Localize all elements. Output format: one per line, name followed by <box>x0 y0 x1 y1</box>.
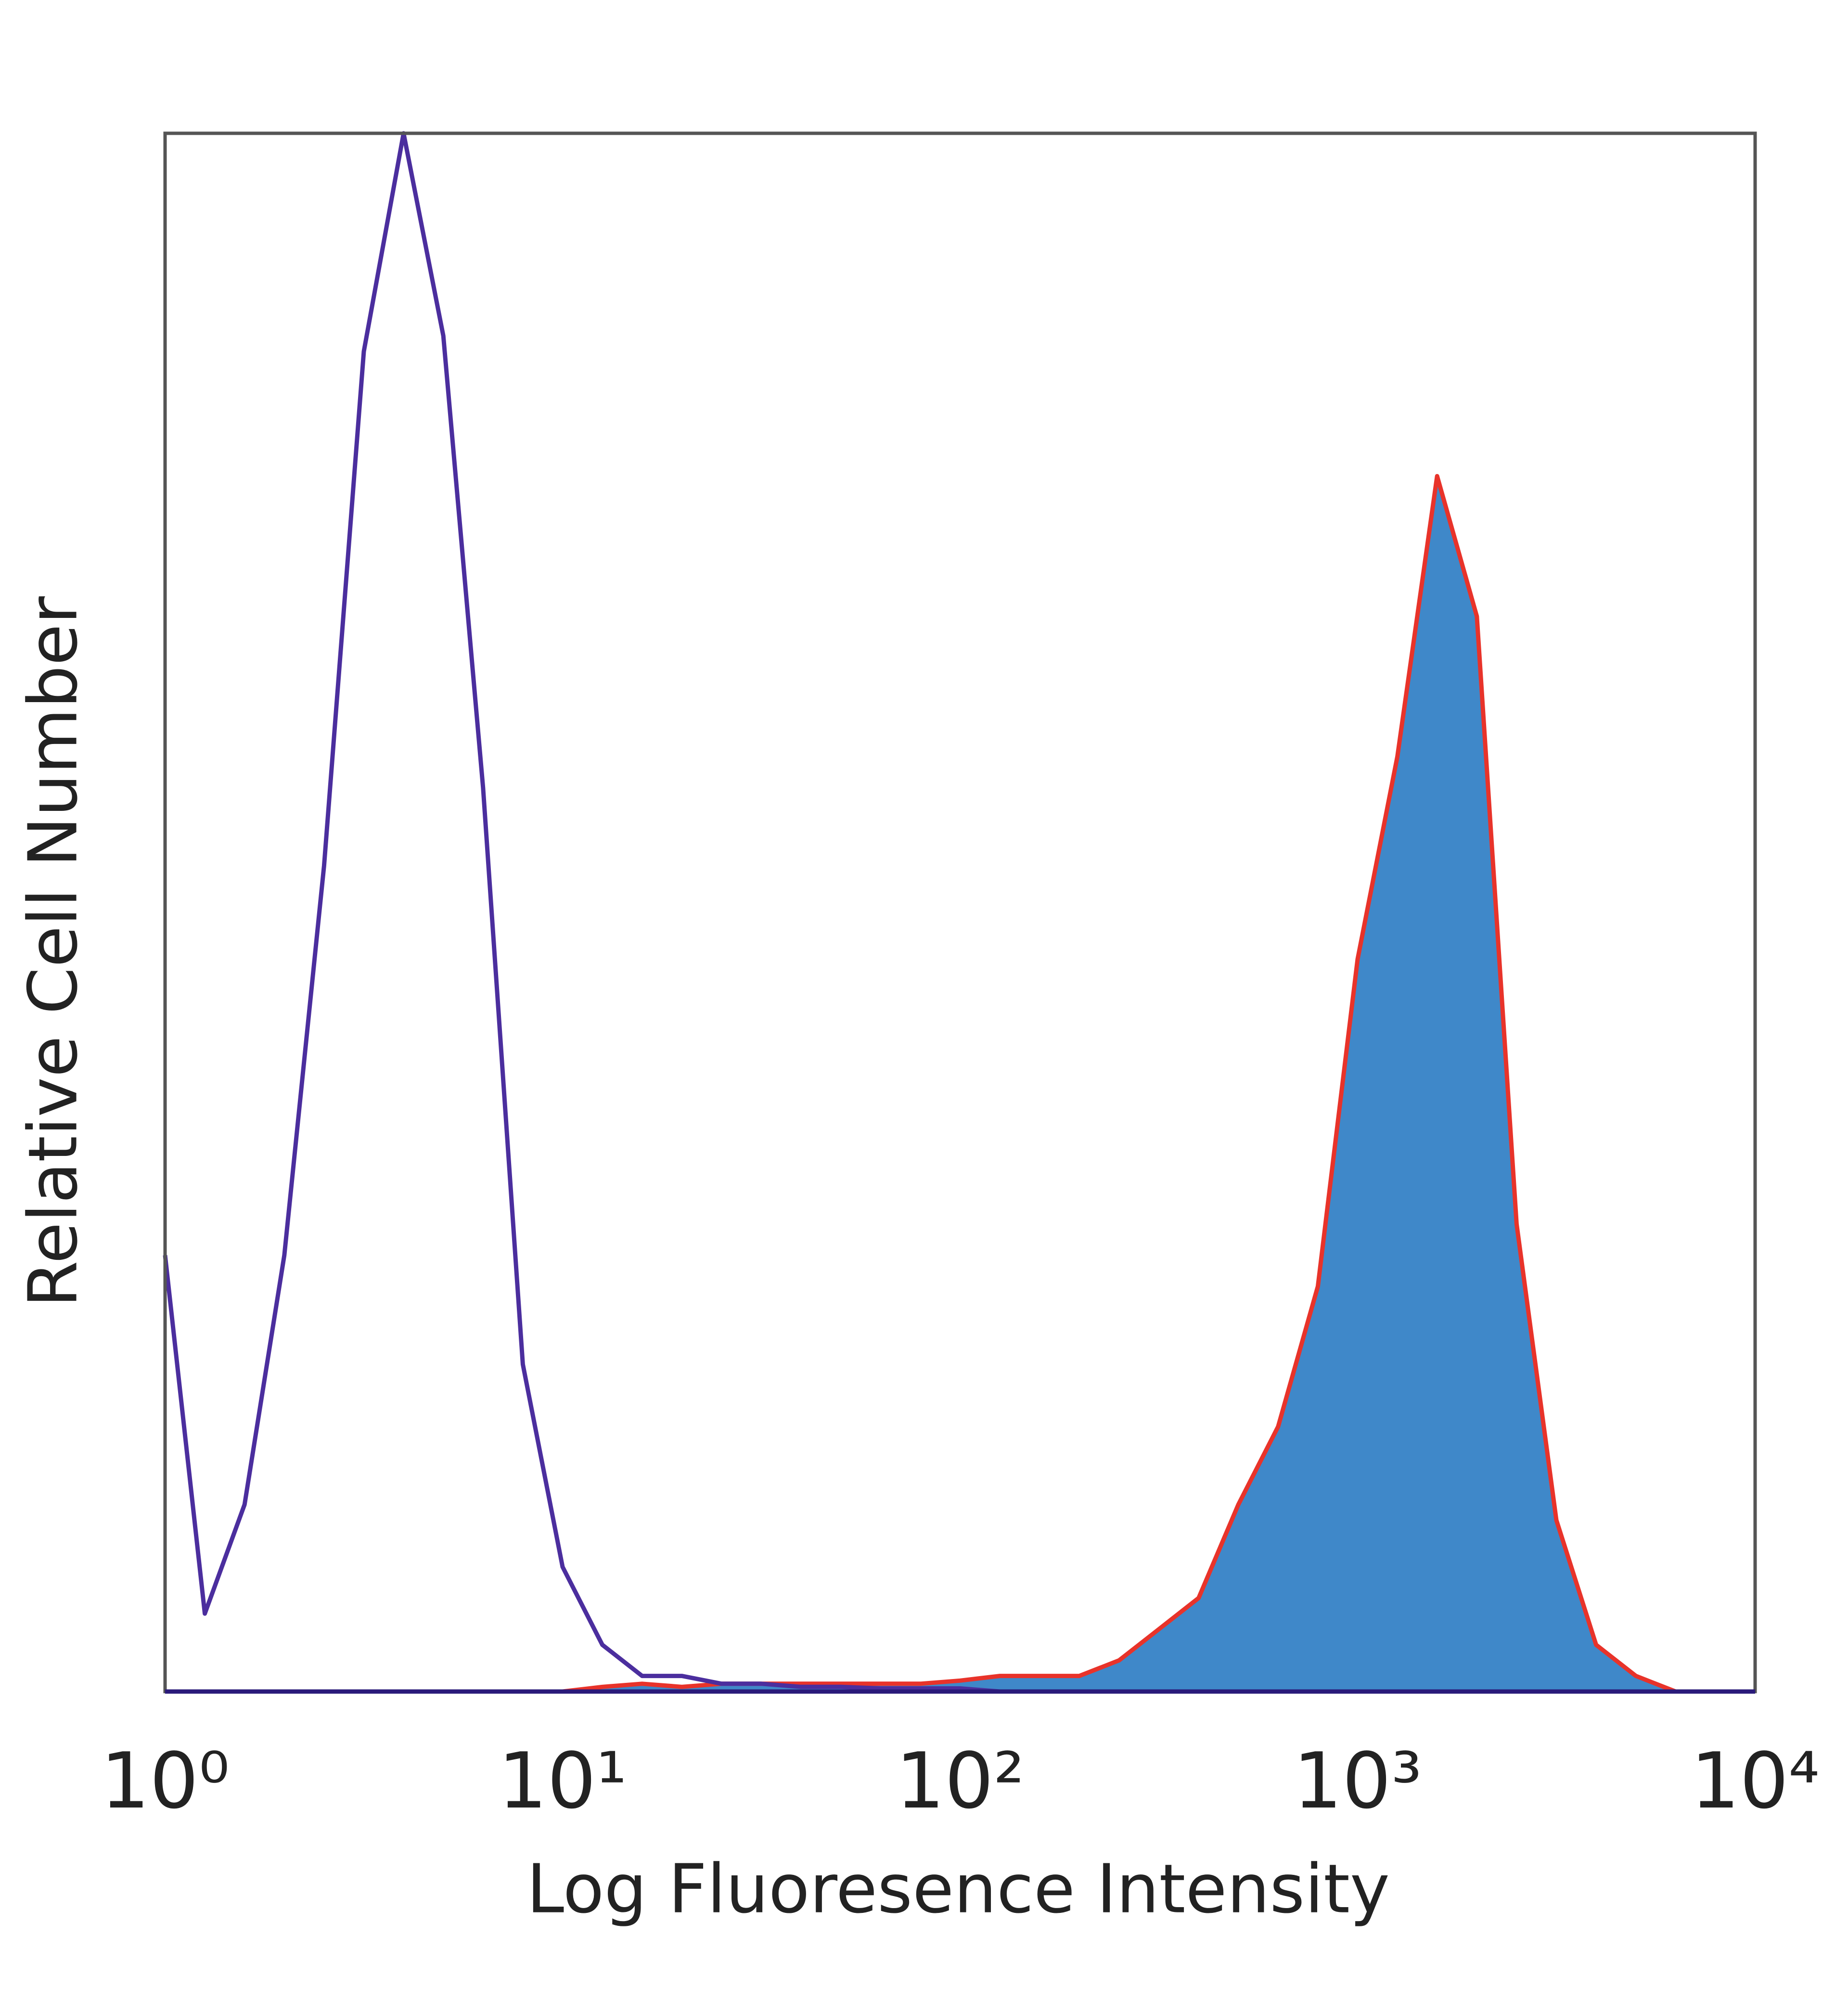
x-tick-label: 10⁴ <box>1691 1736 1820 1826</box>
x-tick-label: 10¹ <box>498 1736 627 1826</box>
x-tick-label: 10³ <box>1293 1736 1422 1826</box>
x-tick-label: 10⁰ <box>101 1736 230 1826</box>
x-tick-label: 10² <box>896 1736 1025 1826</box>
filled-histogram <box>165 474 1755 1694</box>
y-axis-title: Relative Cell Number <box>14 596 93 1308</box>
x-axis-title: Log Fluoresence Intensity <box>526 1850 1390 1929</box>
